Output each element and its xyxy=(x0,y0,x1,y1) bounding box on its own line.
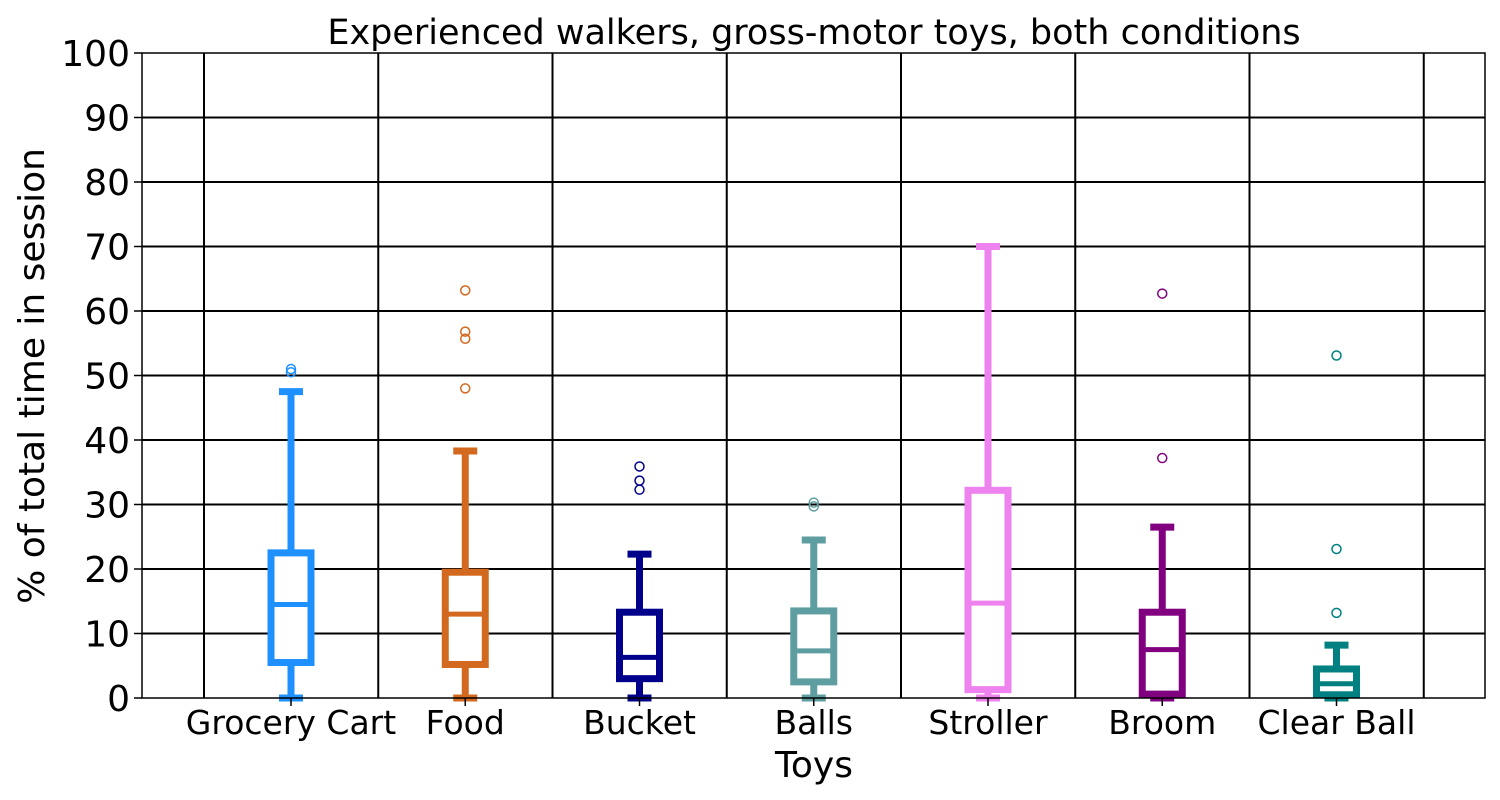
outlier-point xyxy=(1331,607,1342,619)
chart-title: Experienced walkers, gross-motor toys, b… xyxy=(327,13,1300,53)
outlier-point xyxy=(1157,288,1168,299)
x-tick-label: Clear Ball xyxy=(1258,703,1416,742)
y-tick-label: 30 xyxy=(84,486,130,527)
outlier-point xyxy=(1331,350,1342,361)
outlier-point xyxy=(460,285,471,296)
iqr-box xyxy=(441,568,489,668)
outlier-point xyxy=(285,367,297,378)
outlier-point xyxy=(460,333,471,344)
y-tick-labels: 0 10 20 30 40 50 60 70 80 90 100 xyxy=(61,34,142,720)
outlier-point xyxy=(808,501,819,512)
x-tick-label: Stroller xyxy=(928,703,1048,742)
box-stroller xyxy=(964,243,1012,702)
iqr-box xyxy=(267,549,315,667)
outlier-point xyxy=(634,475,645,486)
x-tick-label: Broom xyxy=(1108,703,1216,742)
y-axis-label: % of total time in session xyxy=(12,148,53,604)
outlier-point xyxy=(1331,543,1342,555)
box-clear-ball xyxy=(1313,350,1360,702)
y-tick-label: 40 xyxy=(84,421,130,462)
outlier-point xyxy=(1157,452,1168,464)
box-broom xyxy=(1138,288,1186,702)
y-tick-label: 10 xyxy=(84,615,130,656)
box-food xyxy=(441,285,489,702)
box-grocery-cart xyxy=(267,363,315,702)
y-tick-label: 80 xyxy=(84,163,130,204)
x-tick-labels: Grocery Cart Food Bucket Balls Stroller Broom… xyxy=(186,698,1416,742)
y-tick-label: 20 xyxy=(84,550,130,591)
y-tick-label: 50 xyxy=(84,357,130,398)
grid-lines xyxy=(142,53,1485,698)
y-tick-label: 0 xyxy=(107,679,130,720)
iqr-box xyxy=(964,486,1012,694)
iqr-box xyxy=(1138,608,1186,698)
outlier-point xyxy=(634,484,645,495)
x-tick-label: Food xyxy=(426,703,505,742)
x-tick-label: Bucket xyxy=(583,703,696,742)
x-tick-label: Grocery Cart xyxy=(186,703,396,742)
y-tick-label: 100 xyxy=(61,34,130,75)
outlier-point xyxy=(808,497,819,508)
outlier-point xyxy=(634,461,645,472)
outlier-point xyxy=(460,383,471,394)
y-tick-label: 70 xyxy=(84,228,130,269)
y-tick-label: 90 xyxy=(84,99,130,140)
boxes-layer xyxy=(267,243,1360,702)
outlier-point xyxy=(460,326,471,337)
x-tick-label: Balls xyxy=(775,703,853,742)
iqr-box xyxy=(790,607,838,686)
iqr-box xyxy=(616,608,663,683)
y-tick-label: 60 xyxy=(84,292,130,333)
box-bucket xyxy=(616,461,663,702)
outlier-point xyxy=(285,363,297,375)
box-balls xyxy=(790,497,838,702)
x-axis-label: Toys xyxy=(774,745,853,786)
